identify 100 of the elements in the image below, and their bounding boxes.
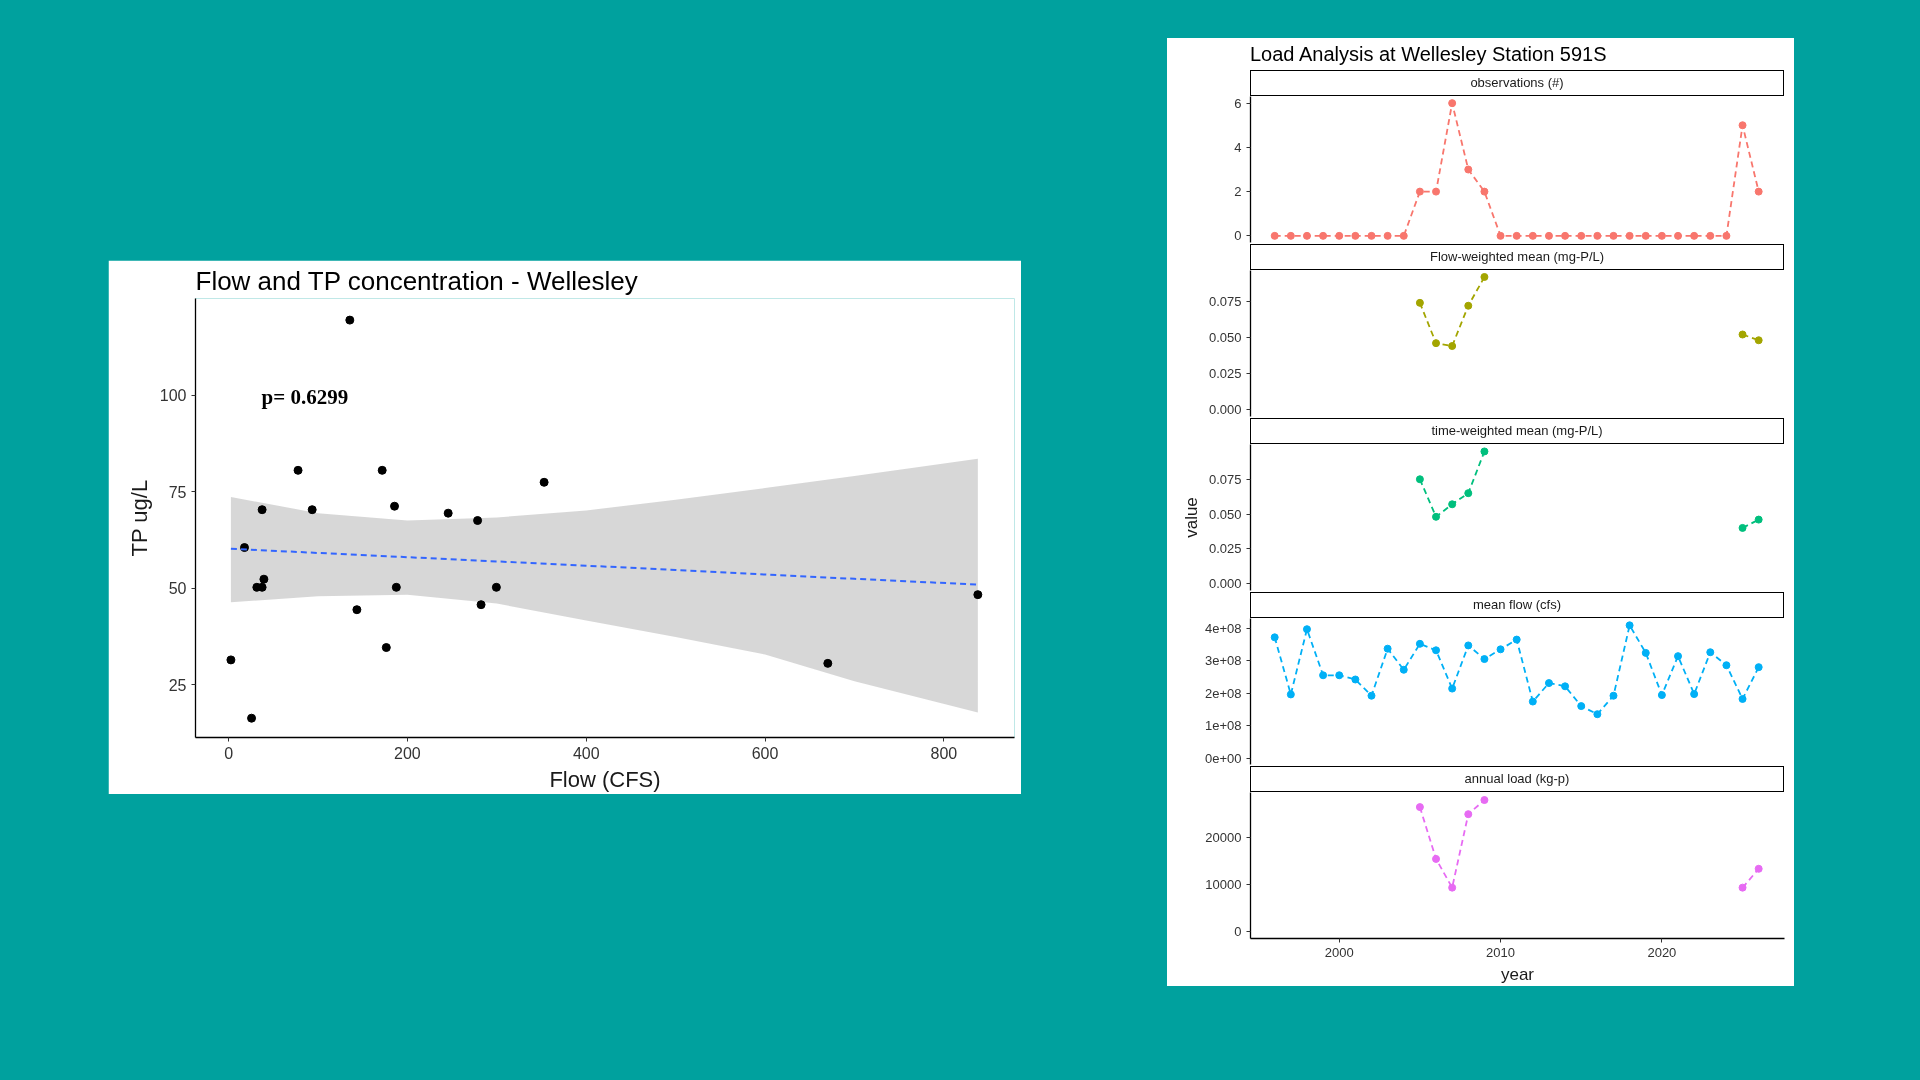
- line-series: [229, 547, 979, 586]
- point: [1738, 121, 1747, 130]
- point: [226, 655, 236, 665]
- chart-title: Load Analysis at Wellesley Station 591S: [1250, 42, 1607, 67]
- x-tick-label: 600: [751, 744, 779, 762]
- point: [1496, 231, 1505, 240]
- x-tick-label: 800: [930, 744, 958, 762]
- point: [1448, 883, 1457, 892]
- point: [1319, 231, 1328, 240]
- point: [973, 590, 983, 600]
- point: [473, 516, 483, 525]
- x-tick-label: 0: [224, 744, 234, 762]
- point: [1593, 710, 1602, 719]
- point: [823, 658, 833, 668]
- point: [1480, 447, 1489, 456]
- point: [1415, 803, 1424, 812]
- point: [1577, 702, 1586, 711]
- point: [1641, 231, 1650, 240]
- point: [1754, 336, 1763, 345]
- point: [1432, 854, 1441, 863]
- chart-subtitle: annual load (kg-p): [1464, 770, 1570, 788]
- point: [1464, 489, 1473, 498]
- point: [1738, 330, 1747, 339]
- point: [1270, 633, 1279, 642]
- y-tick-label: 10000: [1205, 876, 1242, 892]
- point: [259, 574, 269, 584]
- point: [1399, 665, 1408, 674]
- y-tick-label: 0.000: [1208, 576, 1242, 592]
- point: [1706, 231, 1715, 240]
- x-tick-label: 2010: [1486, 944, 1516, 960]
- point: [1464, 301, 1473, 310]
- y-tick-label: 4: [1234, 139, 1242, 155]
- chart-subtitle: time-weighted mean (mg-P/L): [1431, 422, 1603, 440]
- point: [1528, 231, 1537, 240]
- point: [1302, 625, 1311, 634]
- y-tick-label: 0e+00: [1204, 750, 1242, 766]
- point: [1286, 231, 1295, 240]
- y-tick-label: 0.025: [1208, 541, 1242, 557]
- point: [377, 465, 387, 475]
- point: [1625, 231, 1634, 240]
- point: [1448, 684, 1457, 693]
- point: [1480, 796, 1489, 805]
- y-tick-label: 2e+08: [1204, 685, 1242, 701]
- point: [1561, 231, 1570, 240]
- point: [1561, 682, 1570, 691]
- point: [1448, 342, 1457, 351]
- point: [1464, 165, 1473, 174]
- point: [1593, 231, 1602, 240]
- point: [1415, 475, 1424, 484]
- chart-subtitle: Flow-weighted mean (mg-P/L): [1429, 248, 1605, 266]
- point: [1738, 883, 1747, 892]
- point: [1577, 231, 1586, 240]
- point: [1335, 231, 1344, 240]
- x-tick-label: 400: [572, 744, 600, 762]
- y-tick-label: 50: [168, 580, 187, 598]
- point: [1754, 864, 1763, 873]
- point: [1544, 679, 1553, 688]
- x-tick-label: 200: [394, 744, 421, 762]
- y-tick-label: 4e+08: [1204, 620, 1242, 636]
- point: [293, 465, 303, 475]
- y-tick-label: 6: [1234, 95, 1242, 111]
- point: [1464, 810, 1473, 819]
- point: [1286, 690, 1295, 699]
- point: [1319, 671, 1328, 680]
- point: [390, 501, 400, 511]
- y-tick-label: 100: [159, 387, 187, 405]
- point: [1415, 187, 1424, 196]
- point: [1625, 621, 1634, 630]
- y-tick-label: 0.025: [1208, 365, 1242, 381]
- point: [1512, 635, 1521, 644]
- point: [1657, 231, 1666, 240]
- point: [1270, 231, 1279, 240]
- y-tick-label: 0.050: [1208, 506, 1242, 522]
- point: [352, 605, 362, 615]
- point: [1512, 231, 1521, 240]
- point: [307, 505, 317, 515]
- y-tick-label: 0.075: [1208, 293, 1242, 309]
- point: [1448, 500, 1457, 509]
- point: [257, 505, 267, 515]
- point: [1480, 187, 1489, 196]
- y-tick-label: 75: [168, 483, 187, 501]
- point: [539, 477, 549, 487]
- point: [491, 582, 501, 592]
- point: [1609, 691, 1618, 700]
- point: [345, 315, 355, 325]
- point: [1367, 691, 1376, 700]
- y-tick-label: 25: [168, 676, 187, 694]
- y-tick-label: 1e+08: [1204, 718, 1242, 734]
- x-tick-label: 2000: [1324, 944, 1354, 960]
- annotation: p= 0.6299: [261, 384, 349, 409]
- y-axis-title: value: [1181, 497, 1201, 538]
- y-tick-label: 3e+08: [1204, 653, 1242, 669]
- y-tick-label: 2: [1234, 184, 1242, 200]
- point: [443, 508, 453, 518]
- point: [1367, 231, 1376, 240]
- point: [1351, 231, 1360, 240]
- point: [1399, 231, 1408, 240]
- y-tick-label: 0.000: [1208, 401, 1242, 417]
- point: [1738, 694, 1747, 703]
- point: [1448, 99, 1457, 108]
